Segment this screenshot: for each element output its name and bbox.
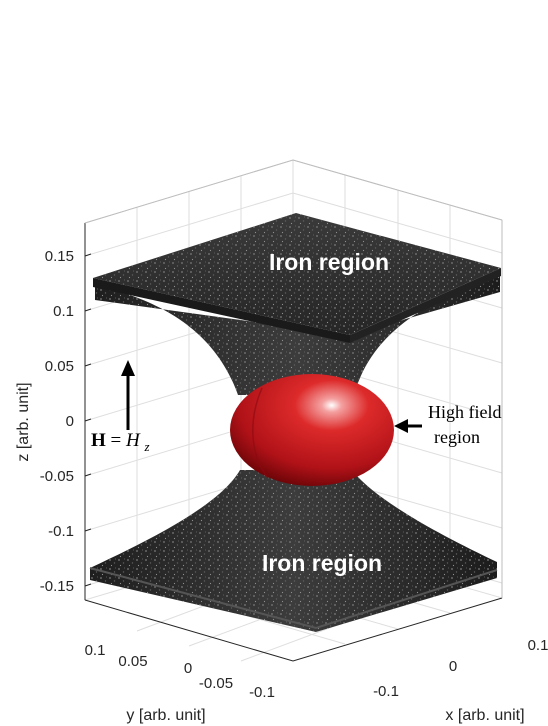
- z-tick-label: 0.05: [45, 358, 74, 375]
- high-field-pointer-arrow: [394, 419, 422, 433]
- z-tick-label: 0.1: [53, 303, 74, 320]
- high-field-sphere: [230, 374, 394, 486]
- field-variable: H: [125, 430, 141, 451]
- y-axis-title: y [arb. unit]: [126, 707, 205, 724]
- z-tick-labels: 0.15 0.1 0.05 0 -0.05 -0.1 -0.15: [40, 248, 74, 595]
- y-tick-label: 0.05: [118, 653, 147, 670]
- field-direction-arrow: [121, 360, 135, 430]
- y-tick-label: -0.05: [199, 675, 233, 692]
- y-tick-label: -0.1: [249, 684, 275, 701]
- high-field-label-line2: region: [434, 427, 480, 447]
- z-axis-title: z [arb. unit]: [15, 382, 32, 461]
- iron-pole-top: [93, 213, 501, 395]
- field-bold-symbol: H: [91, 430, 106, 451]
- x-tick-label: 0: [449, 658, 457, 675]
- y-tick-label: 0.1: [85, 642, 106, 659]
- iron-pole-bottom: [89, 470, 498, 632]
- high-field-label-line1: High field: [428, 402, 502, 422]
- z-tick-label: -0.05: [40, 468, 74, 485]
- x-tick-label: 0.1: [528, 637, 548, 654]
- x-axis-title: x [arb. unit]: [445, 707, 524, 724]
- z-tick-label: -0.1: [48, 523, 74, 540]
- axis-lines: [84, 159, 503, 662]
- y-tick-label: 0: [184, 660, 192, 677]
- iron-region-label-top: Iron region: [269, 249, 389, 275]
- x-tick-labels: 0.1 0 -0.1: [373, 637, 548, 700]
- field-equation: H = H z: [91, 430, 150, 454]
- x-tick-label: -0.1: [373, 683, 399, 700]
- iron-region-label-bottom: Iron region: [262, 550, 382, 576]
- field-equals: =: [111, 430, 126, 451]
- field-subscript: z: [143, 439, 149, 454]
- y-tick-labels: 0.1 0.05 0 -0.05 -0.1: [85, 642, 275, 701]
- z-tick-label: 0.15: [45, 248, 74, 265]
- z-tick-label: 0: [66, 413, 74, 430]
- z-tick-label: -0.15: [40, 578, 74, 595]
- z-tick-marks: [84, 253, 92, 587]
